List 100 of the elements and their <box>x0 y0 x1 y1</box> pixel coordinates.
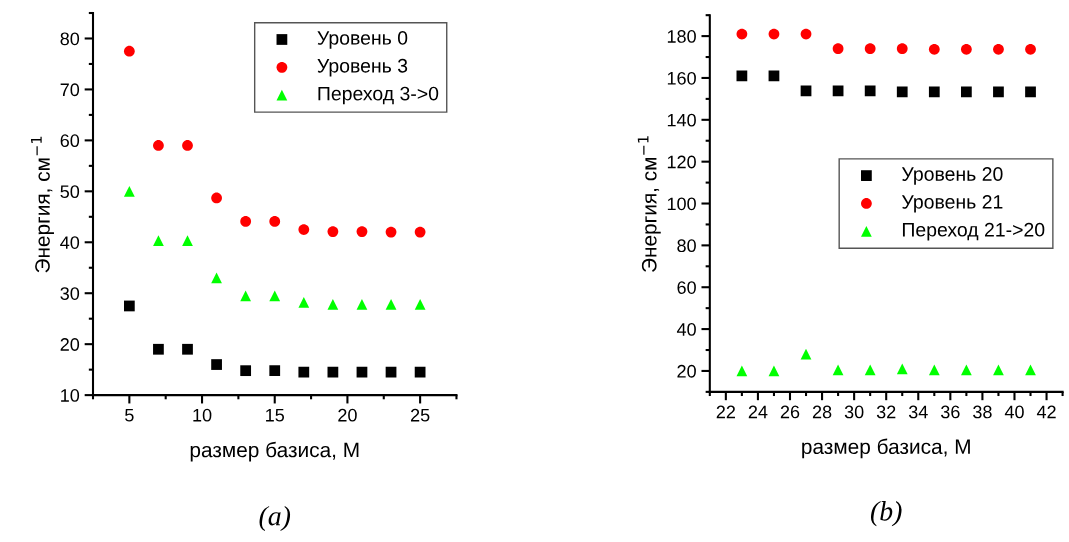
y-tick-label: 10 <box>61 389 80 402</box>
y-tick-label: 20 <box>677 364 696 378</box>
point <box>800 348 812 360</box>
y-tick-label: 80 <box>60 32 80 46</box>
x-tick-label: 15 <box>266 408 285 422</box>
x-tick-label: 30 <box>844 405 864 419</box>
point <box>414 299 426 310</box>
point <box>928 43 940 55</box>
point <box>993 86 1004 98</box>
x-tick-label: 10 <box>193 408 212 422</box>
y-tick-label: 180 <box>667 30 696 43</box>
point <box>298 297 310 308</box>
y-tick-label: 120 <box>667 155 696 169</box>
point <box>240 216 252 227</box>
point <box>864 364 876 376</box>
y-tick-label: 30 <box>60 287 80 300</box>
point <box>182 235 193 247</box>
point <box>961 86 972 98</box>
y-tick-label: 20 <box>60 338 80 351</box>
x-tick-label: 36 <box>940 405 960 419</box>
legend-label: Уровень 20 <box>901 167 1003 185</box>
point <box>123 300 135 312</box>
y-axis-title: Энергия, см$^{−1}$ <box>31 136 54 273</box>
point <box>1025 86 1036 98</box>
point <box>153 343 164 355</box>
y-tick-label: 60 <box>60 134 80 148</box>
y-tick-label: 40 <box>60 236 80 249</box>
point <box>211 359 222 370</box>
point <box>298 224 310 235</box>
point <box>832 43 844 55</box>
legend-label: Переход 21->20 <box>902 222 1045 241</box>
point <box>768 365 780 377</box>
legend-label: Уровень 0 <box>317 31 408 49</box>
point <box>736 70 748 82</box>
legend-label: Переход 3->0 <box>318 86 439 105</box>
x-tick-label: 28 <box>812 405 832 419</box>
text: (a) <box>259 505 291 532</box>
x-tick-label: 22 <box>716 405 735 419</box>
legend-label: Уровень 3 <box>317 58 408 77</box>
y-tick-label: 40 <box>676 323 696 336</box>
point <box>896 43 908 55</box>
point <box>269 216 281 227</box>
y-tick-label: 160 <box>667 71 696 85</box>
point <box>414 226 426 238</box>
point <box>153 140 164 151</box>
point <box>385 299 397 310</box>
y-tick-label: 60 <box>677 281 696 294</box>
x-axis-title: размер базиса, M <box>190 441 359 462</box>
point <box>123 45 135 57</box>
point <box>211 192 222 204</box>
text: (b) <box>870 501 902 527</box>
point <box>961 364 972 376</box>
point <box>928 86 940 98</box>
point <box>356 226 368 237</box>
x-tick-label: 32 <box>876 405 896 419</box>
x-tick-label: 25 <box>410 408 430 422</box>
point <box>327 366 339 378</box>
y-tick-label: 80 <box>677 239 696 253</box>
x-tick-label: 26 <box>780 405 800 419</box>
point <box>1025 364 1036 376</box>
point <box>768 28 780 40</box>
legend-label: Уровень 21 <box>901 194 1003 213</box>
x-tick-label: 24 <box>748 405 768 419</box>
x-tick-label: 38 <box>973 405 992 419</box>
point <box>1025 43 1036 55</box>
point <box>269 365 281 377</box>
point <box>385 366 397 378</box>
point <box>356 366 368 378</box>
point <box>961 43 972 55</box>
point <box>298 366 310 378</box>
point <box>896 86 908 98</box>
point <box>356 299 368 310</box>
point <box>182 343 193 355</box>
point <box>864 43 876 55</box>
point <box>182 140 193 151</box>
point <box>385 226 397 238</box>
y-tick-label: 50 <box>60 185 80 199</box>
y-axis-title: Энергия, см$^{−1}$ <box>637 136 661 272</box>
point <box>240 290 252 302</box>
point <box>736 365 748 377</box>
point <box>123 185 135 197</box>
x-tick-label: 34 <box>908 405 928 419</box>
x-tick-label: 42 <box>1036 405 1056 419</box>
point <box>327 226 339 237</box>
point <box>832 364 844 376</box>
point <box>993 364 1004 376</box>
x-tick-label: 40 <box>1004 405 1024 419</box>
x-axis-title: размер базиса, M <box>802 438 970 459</box>
point <box>414 366 426 378</box>
point <box>896 363 908 375</box>
point <box>153 235 164 247</box>
y-tick-label: 140 <box>667 113 696 127</box>
x-tick-label: 20 <box>338 408 357 422</box>
x-tick-label: 5 <box>125 408 134 422</box>
point <box>993 43 1004 55</box>
point <box>211 272 222 284</box>
point <box>240 365 252 377</box>
point <box>736 28 748 40</box>
y-tick-label: 70 <box>60 83 80 97</box>
point <box>327 299 339 310</box>
